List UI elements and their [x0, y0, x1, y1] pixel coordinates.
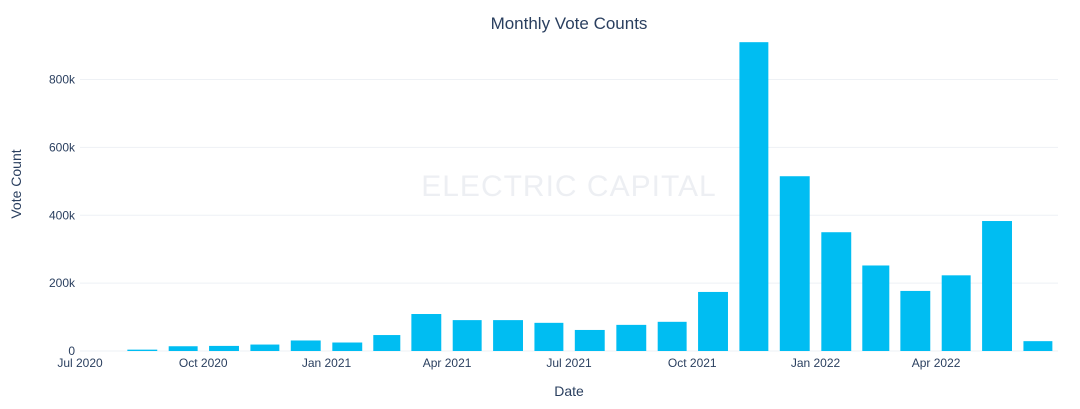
x-axis-label: Date: [554, 383, 584, 399]
bar: [821, 232, 852, 351]
x-tick-label: Oct 2020: [179, 356, 228, 370]
gridlines: [80, 79, 1058, 352]
bar: [290, 340, 321, 351]
bar: [657, 321, 687, 351]
bar: [534, 322, 564, 351]
y-tick-label: 0: [68, 344, 75, 358]
x-tick-label: Apr 2022: [912, 356, 961, 370]
x-axis-ticks: Jul 2020 Oct 2020 Jan 2021 Apr 2021 Jul 2021…: [57, 356, 960, 370]
y-tick-label: 800k: [49, 73, 76, 87]
bar: [862, 265, 890, 351]
x-tick-label: Jan 2021: [302, 356, 352, 370]
bar: [373, 335, 401, 351]
x-tick-label: Oct 2021: [668, 356, 717, 370]
bar: [1023, 341, 1053, 351]
bars: [127, 42, 1053, 352]
bar: [779, 176, 810, 351]
bar: [209, 345, 239, 351]
bar: [493, 320, 523, 351]
x-tick-label: Jul 2021: [546, 356, 592, 370]
bar: [616, 324, 647, 351]
bar: [168, 346, 198, 351]
bar: [250, 344, 280, 351]
x-tick-label: Jan 2022: [791, 356, 841, 370]
bar: [452, 320, 482, 351]
y-tick-label: 600k: [49, 140, 76, 154]
watermark: ELECTRIC CAPITAL: [421, 170, 717, 203]
bar: [900, 290, 931, 351]
x-tick-label: Jul 2020: [57, 356, 103, 370]
bar: [698, 291, 728, 351]
bar: [411, 314, 442, 351]
bar: [574, 329, 605, 351]
y-axis-ticks: 0 200k 400k 600k 800k: [49, 73, 76, 358]
bar: [332, 342, 363, 351]
x-tick-label: Apr 2021: [423, 356, 472, 370]
bar: [982, 221, 1012, 351]
bar: [127, 349, 158, 351]
bar: [739, 42, 769, 352]
chart-title: Monthly Vote Counts: [491, 14, 648, 33]
y-tick-label: 400k: [49, 208, 76, 222]
y-axis-label: Vote Count: [8, 149, 24, 218]
bar: [941, 275, 971, 351]
y-tick-label: 200k: [49, 276, 76, 290]
